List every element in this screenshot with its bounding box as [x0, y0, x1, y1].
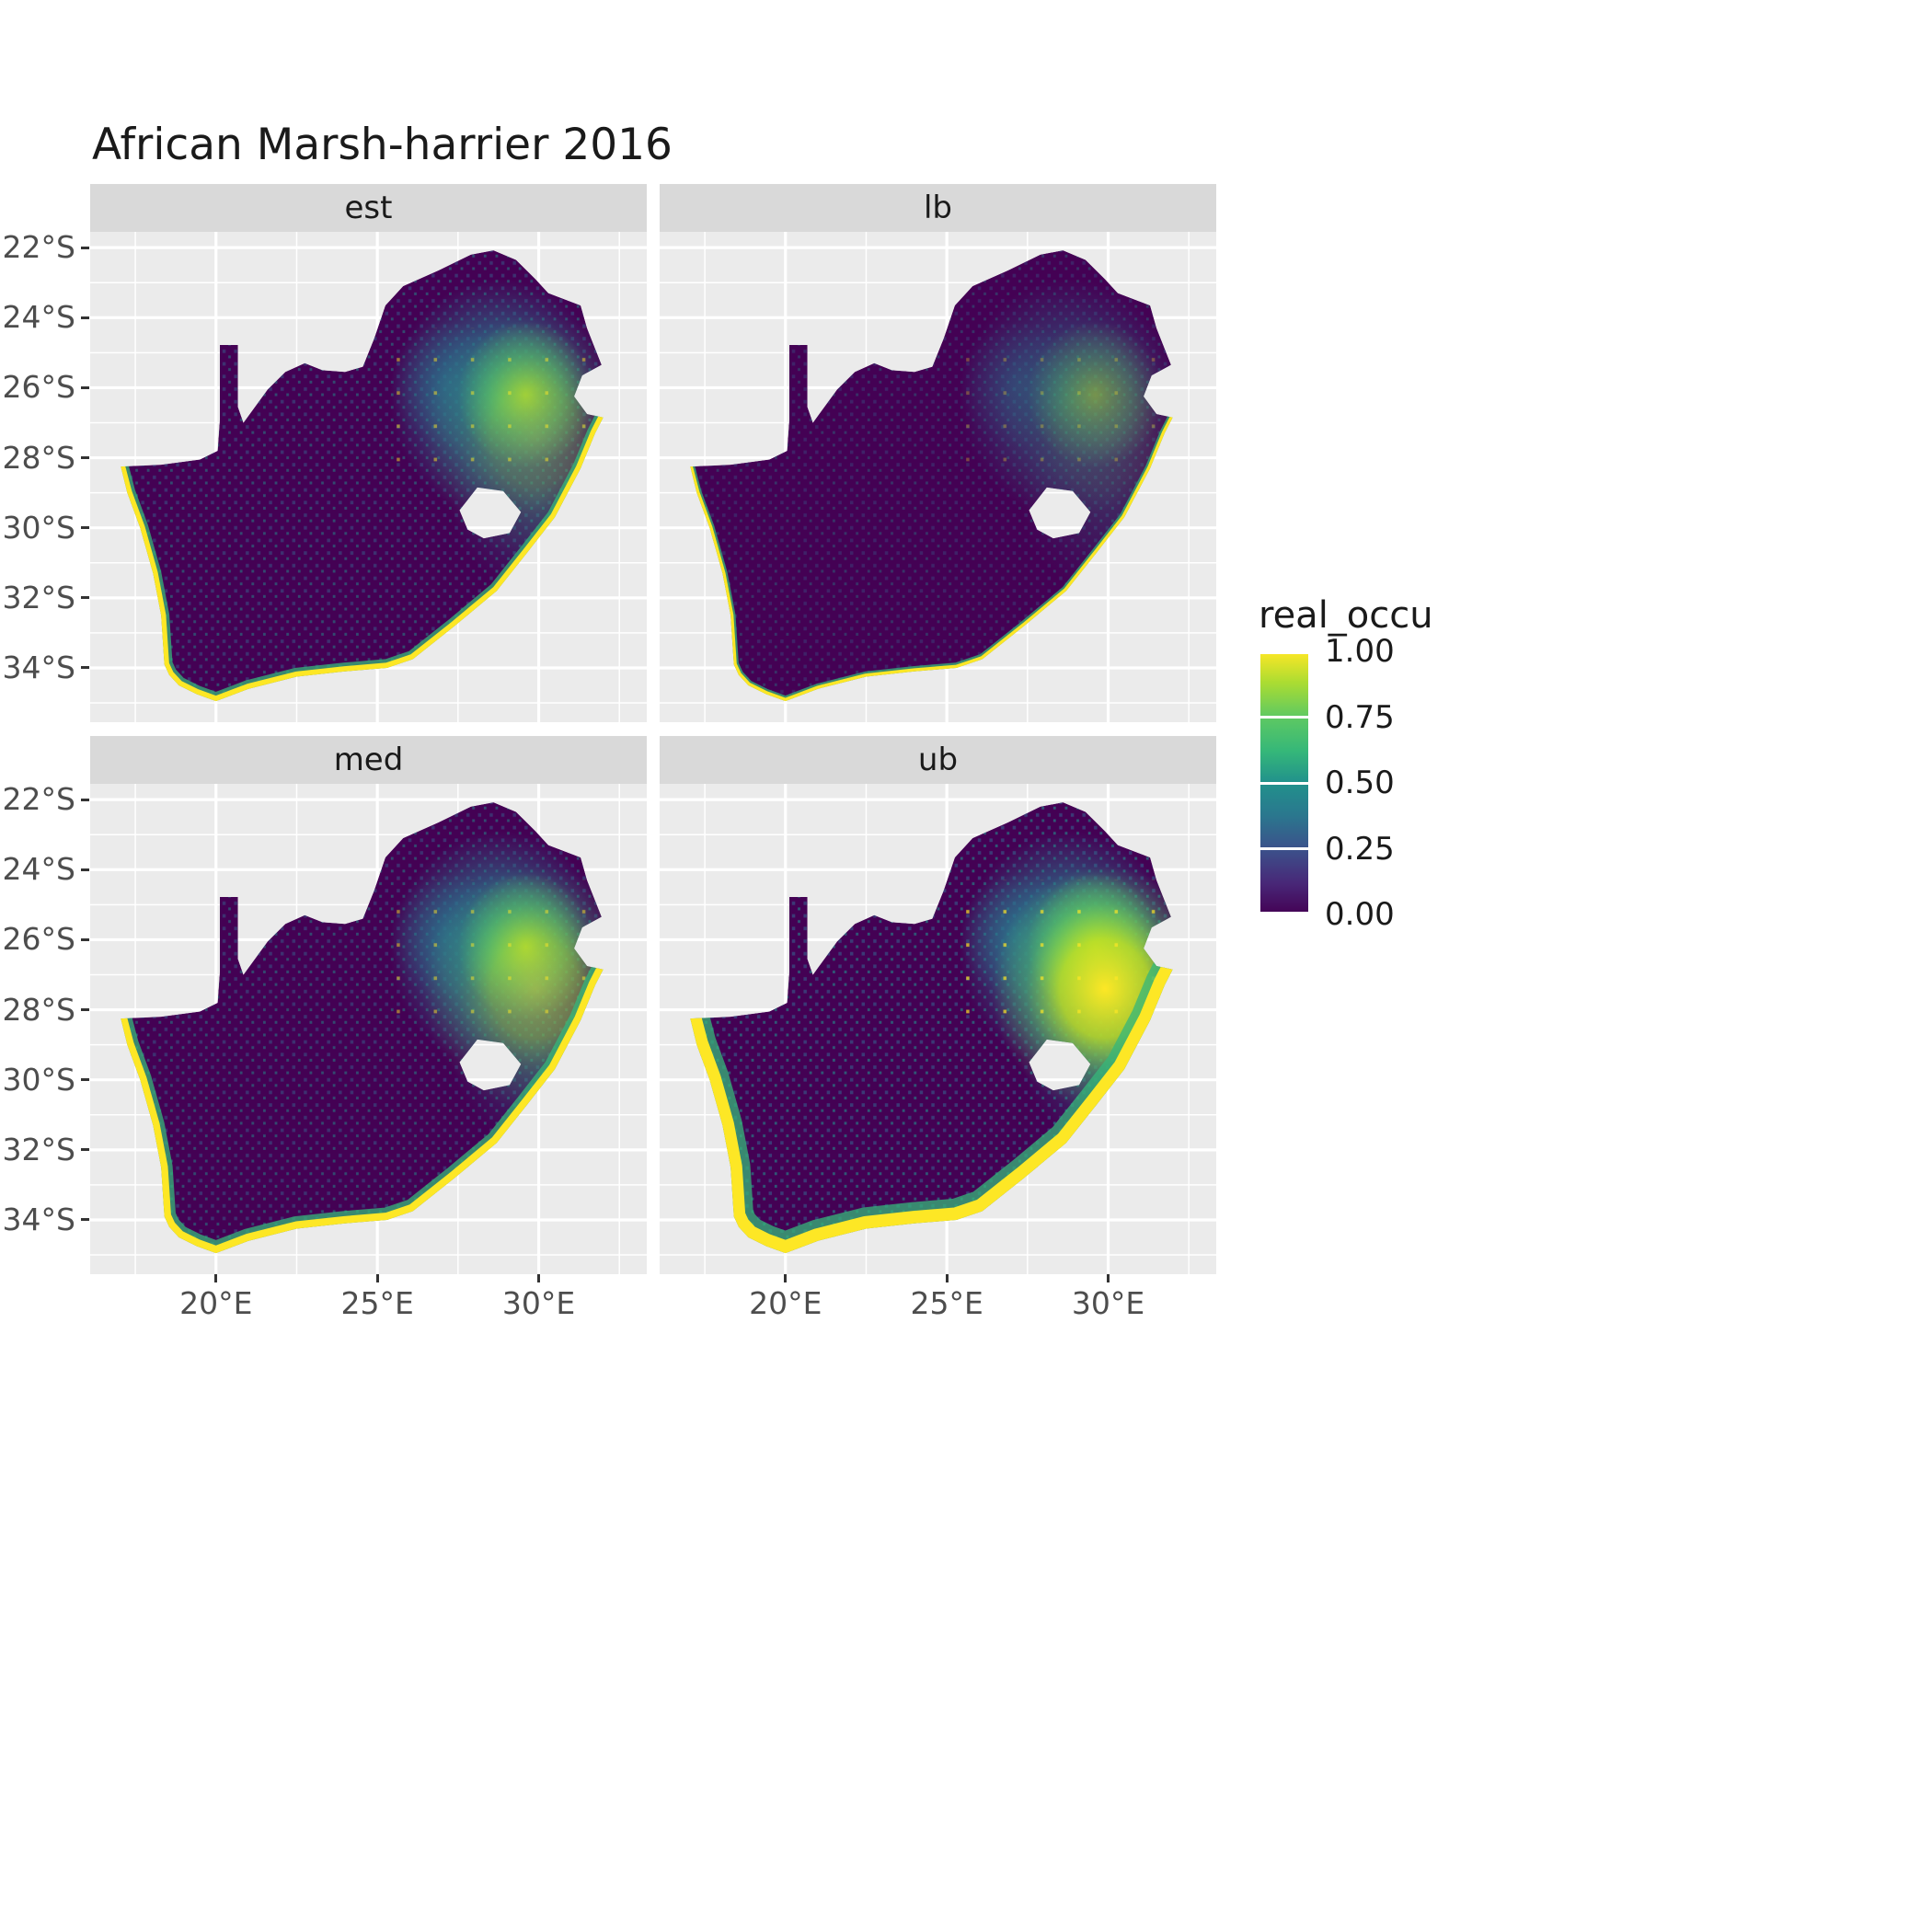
y-axis-tick-label: 32°S: [2, 579, 75, 615]
map-ub: [660, 784, 1216, 1274]
south-africa-raster: [121, 802, 604, 1254]
x-axis-tick-mark: [945, 1274, 949, 1282]
facet-strip-label-ub: ub: [917, 742, 959, 778]
y-axis-tick-mark: [81, 526, 89, 530]
x-axis-tick-mark: [784, 1274, 788, 1282]
y-axis-tick-mark: [81, 937, 89, 941]
map-med: [90, 784, 647, 1274]
legend-tick-mark: [1260, 651, 1308, 654]
facet-strip-label-est: est: [344, 190, 393, 226]
y-axis-tick-label: 30°S: [2, 509, 75, 546]
y-axis-tick-mark: [81, 798, 89, 801]
facet-panel-est: [90, 232, 647, 722]
legend-tick-label: 0.00: [1325, 896, 1395, 933]
y-axis-tick-label: 30°S: [2, 1061, 75, 1098]
facet-strip-ub: ub: [660, 736, 1216, 784]
x-axis-tick-mark: [375, 1274, 379, 1282]
legend-tick-mark: [1260, 781, 1308, 785]
y-axis-tick-label: 34°S: [2, 1201, 75, 1237]
y-axis-tick-label: 26°S: [2, 921, 75, 958]
facet-est: est: [90, 184, 647, 722]
y-axis-tick-label: 34°S: [2, 649, 75, 685]
y-axis-tick-mark: [81, 316, 89, 319]
legend-tick-label: 0.25: [1325, 830, 1395, 868]
y-axis-tick-label: 24°S: [2, 851, 75, 888]
y-axis-tick-mark: [81, 246, 89, 249]
map-lb: [660, 232, 1216, 722]
legend-colorbar: [1260, 651, 1308, 914]
facet-ub: ub: [660, 736, 1216, 1274]
x-axis-tick-label: 20°E: [749, 1285, 822, 1321]
y-axis-tick-mark: [81, 1148, 89, 1152]
y-axis-tick-label: 26°S: [2, 369, 75, 406]
x-axis-tick-mark: [537, 1274, 540, 1282]
facet-lb: lb: [660, 184, 1216, 722]
facet-strip-est: est: [90, 184, 647, 232]
legend-tick-mark: [1260, 912, 1308, 914]
y-axis-tick-label: 32°S: [2, 1131, 75, 1167]
map-est: [90, 232, 647, 722]
x-axis-tick-label: 30°E: [501, 1285, 576, 1321]
facet-strip-lb: lb: [660, 184, 1216, 232]
y-axis-tick-label: 22°S: [2, 781, 75, 818]
legend-tick-label: 0.50: [1325, 765, 1395, 801]
facet-panel-med: [90, 784, 647, 1274]
south-africa-raster: [690, 250, 1173, 702]
y-axis-tick-mark: [81, 868, 89, 871]
y-axis-tick-mark: [81, 1078, 89, 1082]
legend-tick-mark: [1260, 847, 1308, 850]
y-axis-tick-label: 28°S: [2, 439, 75, 476]
y-axis-tick-mark: [81, 456, 89, 460]
y-axis-tick-label: 24°S: [2, 299, 75, 336]
facet-strip-label-lb: lb: [923, 190, 953, 226]
x-axis-tick-label: 20°E: [179, 1285, 253, 1321]
facet-strip-label-med: med: [333, 742, 404, 778]
facet-strip-med: med: [90, 736, 647, 784]
legend-tick-mark: [1260, 716, 1308, 719]
x-axis-tick-label: 25°E: [910, 1285, 983, 1321]
legend-title: real_occu: [1259, 594, 1433, 637]
y-axis-tick-mark: [81, 1008, 89, 1012]
y-axis-tick-label: 22°S: [2, 229, 75, 266]
x-axis-tick-mark: [214, 1274, 218, 1282]
y-axis-tick-label: 28°S: [2, 991, 75, 1028]
facet-panel-lb: [660, 232, 1216, 722]
south-africa-raster: [121, 250, 604, 702]
x-axis-tick-mark: [1107, 1274, 1110, 1282]
facet-med: med: [90, 736, 647, 1274]
facet-panel-ub: [660, 784, 1216, 1274]
x-axis-tick-label: 25°E: [340, 1285, 414, 1321]
y-axis-tick-mark: [81, 596, 89, 600]
legend-tick-label: 0.75: [1325, 698, 1395, 736]
y-axis-tick-mark: [81, 666, 89, 670]
y-axis-tick-mark: [81, 385, 89, 389]
legend-tick-label: 1.00: [1325, 633, 1395, 670]
y-axis-tick-mark: [81, 1218, 89, 1222]
legend: real_occu 1.00 0.75 0.50 0.25 0.00: [1259, 594, 1525, 930]
x-axis-tick-label: 30°E: [1071, 1285, 1145, 1321]
plot-title: African Marsh-harrier 2016: [92, 120, 673, 170]
south-africa-raster: [690, 802, 1173, 1254]
